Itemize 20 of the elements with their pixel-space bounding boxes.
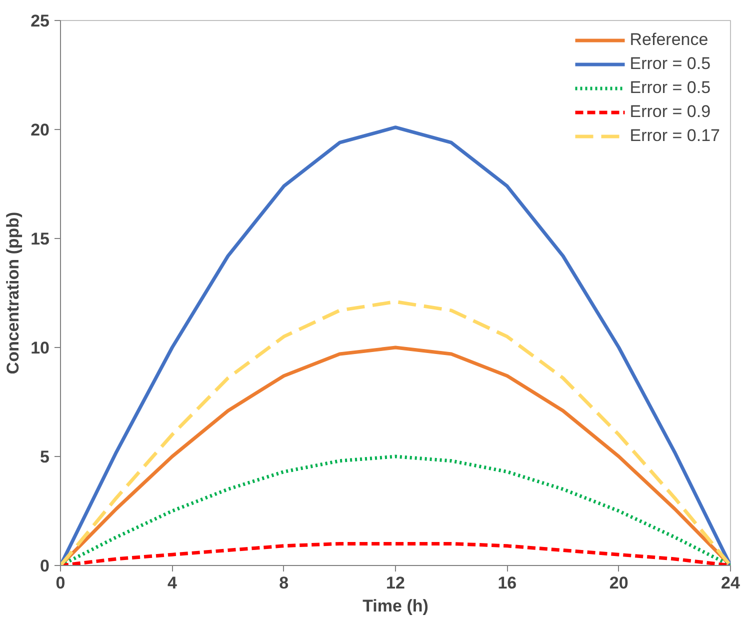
legend-label: Error = 0.17 <box>630 126 720 146</box>
y-tick-label: 0 <box>40 556 50 576</box>
x-tick-label: 12 <box>386 574 405 592</box>
y-tick-label: 25 <box>30 12 50 30</box>
x-tick-label: 16 <box>498 574 517 592</box>
y-axis-title: Concentration (ppb) <box>4 212 23 374</box>
x-axis-title: Time (h) <box>362 596 428 616</box>
legend-label: Reference <box>630 30 708 50</box>
x-tick-label: 4 <box>167 574 178 592</box>
x-tick-label: 20 <box>609 574 628 592</box>
legend-label: Error = 0.5 <box>630 78 711 98</box>
y-tick-label: 15 <box>30 230 50 248</box>
y-tick-label: 20 <box>30 120 50 140</box>
legend-label: Error = 0.9 <box>630 102 711 122</box>
x-tick-label: 0 <box>56 574 66 592</box>
x-tick-label: 24 <box>721 574 740 592</box>
y-tick-label: 10 <box>30 338 50 358</box>
legend-label: Error = 0.5 <box>630 54 711 74</box>
x-tick-label: 8 <box>279 574 289 592</box>
y-tick-label: 5 <box>40 448 50 466</box>
